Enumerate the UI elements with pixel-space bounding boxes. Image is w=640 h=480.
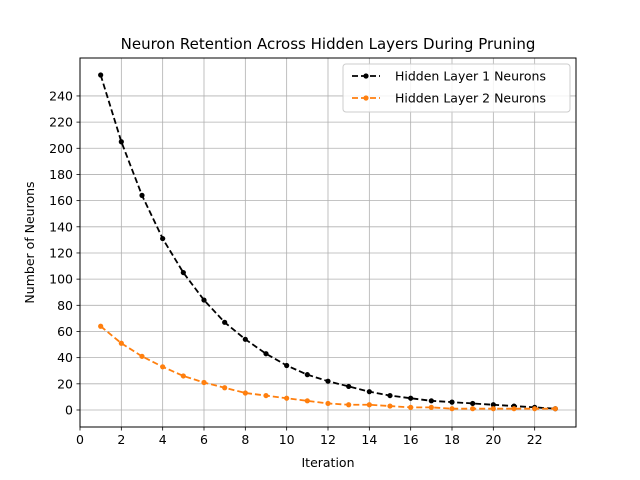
data-point-hidden-layer-2 [408, 404, 414, 410]
data-point-hidden-layer-2 [428, 404, 434, 410]
y-tick-label: 80 [57, 298, 73, 313]
x-tick-label: 0 [76, 432, 84, 447]
data-point-hidden-layer-2 [201, 379, 207, 386]
legend-label-hidden-layer-2: Hidden Layer 2 Neurons [395, 91, 546, 106]
x-tick-label: 14 [361, 432, 377, 447]
x-tick-label: 20 [485, 432, 501, 447]
data-point-hidden-layer-2 [304, 398, 310, 404]
data-point-hidden-layer-2 [139, 353, 145, 359]
y-tick-label: 200 [49, 141, 73, 156]
data-point-hidden-layer-1 [222, 319, 228, 325]
data-point-hidden-layer-2 [532, 406, 538, 412]
data-point-hidden-layer-2 [98, 323, 104, 329]
grid [79, 58, 576, 427]
data-point-hidden-layer-1 [160, 235, 166, 242]
data-point-hidden-layer-1 [470, 400, 476, 407]
x-axis-label: Iteration [301, 455, 354, 470]
data-point-hidden-layer-2 [511, 406, 517, 412]
data-point-hidden-layer-1 [118, 139, 124, 145]
data-point-hidden-layer-1 [366, 389, 372, 395]
data-point-hidden-layer-2 [242, 390, 248, 396]
legend-label-hidden-layer-1: Hidden Layer 1 Neurons [395, 69, 546, 84]
y-tick-label: 120 [49, 245, 73, 260]
data-point-hidden-layer-2 [470, 406, 476, 412]
x-tick-label: 12 [320, 432, 336, 447]
data-point-hidden-layer-1 [490, 402, 496, 408]
ticks: 0 2 4 6 8 10 12 14 16 18 20 22020406080100120140160… [49, 88, 542, 447]
x-tick-label: 6 [200, 432, 208, 447]
x-tick-label: 4 [159, 432, 167, 447]
y-tick-label: 20 [57, 376, 73, 391]
data-point-hidden-layer-2 [366, 402, 372, 408]
y-tick-label: 240 [49, 88, 73, 103]
data-point-hidden-layer-1 [449, 399, 455, 405]
data-point-hidden-layer-2 [284, 395, 290, 401]
data-point-hidden-layer-2 [490, 406, 496, 412]
y-tick-label: 220 [49, 115, 73, 130]
data-point-hidden-layer-2 [118, 340, 124, 346]
data-point-hidden-layer-1 [263, 351, 269, 357]
data-point-hidden-layer-1 [428, 398, 434, 404]
data-point-hidden-layer-2 [180, 373, 186, 379]
data-point-hidden-layer-1 [180, 269, 186, 276]
y-tick-label: 0 [65, 402, 73, 417]
data-point-hidden-layer-2 [346, 402, 352, 408]
data-point-hidden-layer-1 [387, 392, 393, 399]
chart-title: Neuron Retention Across Hidden Layers Du… [121, 35, 536, 53]
x-tick-label: 16 [403, 432, 419, 447]
x-tick-label: 22 [527, 432, 543, 447]
data-point-hidden-layer-2 [160, 364, 166, 370]
legend: Hidden Layer 1 Neurons Hidden Layer 2 Ne… [342, 63, 571, 113]
data-point-hidden-layer-1 [325, 378, 331, 384]
data-point-hidden-layer-1 [304, 372, 310, 378]
x-tick-label: 2 [117, 432, 125, 447]
data-point-hidden-layer-2 [449, 406, 455, 412]
data-point-hidden-layer-1 [346, 383, 352, 390]
x-tick-label: 18 [444, 432, 460, 447]
series-group [98, 72, 558, 412]
x-tick-label: 8 [241, 432, 249, 447]
y-tick-label: 160 [49, 193, 73, 208]
y-axis-label: Number of Neurons [22, 181, 37, 303]
data-point-hidden-layer-1 [284, 362, 290, 369]
y-tick-label: 60 [57, 324, 73, 339]
data-point-hidden-layer-1 [242, 336, 248, 342]
x-tick-label: 10 [279, 432, 295, 447]
data-point-hidden-layer-2 [552, 406, 558, 412]
y-tick-label: 180 [49, 167, 73, 182]
data-point-hidden-layer-1 [408, 395, 414, 401]
data-point-hidden-layer-1 [139, 192, 145, 198]
data-point-hidden-layer-1 [98, 72, 104, 78]
y-tick-label: 100 [49, 272, 73, 287]
legend-marker-hidden-layer-1 [363, 73, 369, 79]
y-tick-label: 40 [57, 350, 73, 365]
legend-box [342, 63, 571, 113]
legend-marker-hidden-layer-2 [363, 95, 369, 101]
data-point-hidden-layer-1 [201, 297, 207, 303]
data-point-hidden-layer-2 [325, 400, 331, 407]
data-point-hidden-layer-2 [387, 403, 393, 409]
data-point-hidden-layer-2 [222, 385, 228, 391]
data-point-hidden-layer-2 [263, 392, 269, 399]
y-tick-label: 140 [49, 219, 73, 234]
